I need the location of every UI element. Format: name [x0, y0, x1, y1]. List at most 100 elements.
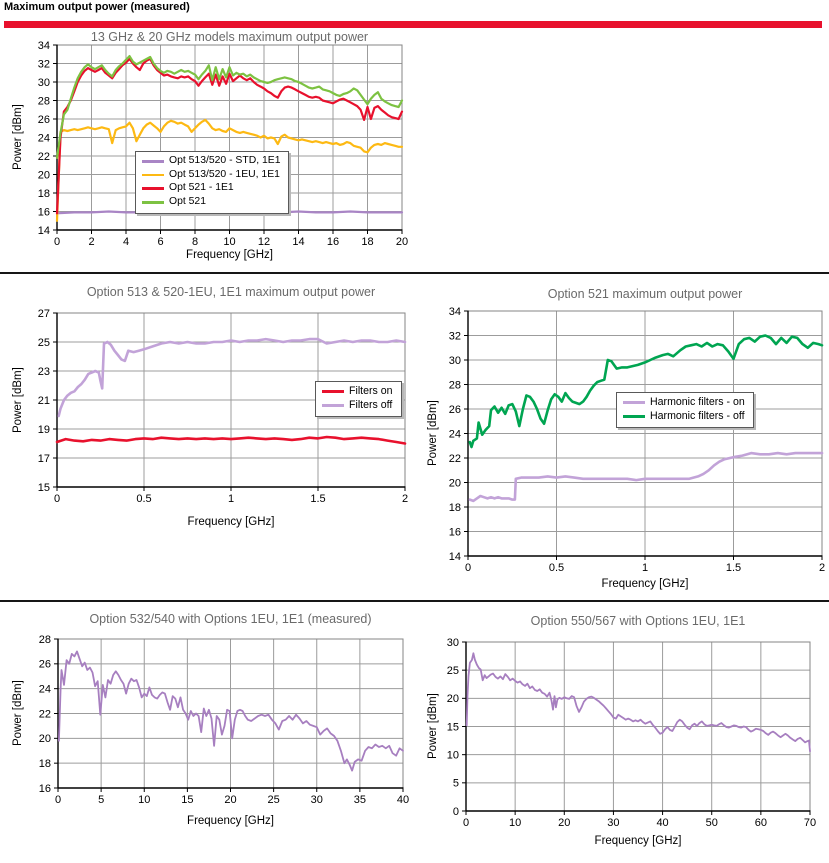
y-tick-label: 32: [38, 58, 50, 70]
legend-label: Opt 521 - 1E1: [169, 182, 234, 194]
y-tick-label: 30: [38, 77, 50, 89]
red-divider: [4, 21, 822, 28]
y-tick-label: 16: [39, 783, 51, 795]
plot-holder: 14 16 18 20 22 24 26 28 30 32 34 0 0.5 1 1.5 2: [425, 280, 829, 599]
x-tick-label: 0.5: [549, 562, 564, 574]
x-axis-label: Frequency [GHz]: [186, 249, 273, 261]
legend-swatch-icon: [322, 390, 344, 393]
series-opt-521: [55, 55, 404, 159]
x-tick-label: 0.5: [136, 493, 151, 505]
plot-area: 0 5 10 15 20 25 30 0 10 20 30 40 50 60 70: [447, 637, 816, 829]
chart-option-521: Option 521 maximum output power Power [d…: [425, 280, 829, 594]
plot-area: 16 18 20 22 24 26 28 0 5 10 15 20 25 30 35 40: [39, 634, 409, 806]
x-tick-label: 16: [327, 236, 339, 248]
legend-item: Filters on: [322, 385, 393, 398]
legend-item: Harmonic filters - off: [623, 410, 745, 423]
x-tick-label: 30: [311, 794, 323, 806]
y-tick-label: 19: [38, 424, 50, 436]
series-harmonic-filters-on: [468, 451, 824, 503]
y-tick-label: 22: [39, 708, 51, 720]
plot-holder: 15 17 19 21 23 25 27 0 0.5 1 1.5 2: [8, 280, 420, 543]
x-tick-label: 10: [223, 236, 235, 248]
y-tick-label: 16: [38, 206, 50, 218]
legend: Opt 513/520 - STD, 1E1 Opt 513/520 - 1EU,…: [135, 151, 290, 214]
legend-item: Opt 521: [142, 196, 280, 209]
y-tick-label: 0: [453, 806, 459, 818]
y-tick-label: 20: [38, 169, 50, 181]
y-tick-label: 28: [449, 379, 461, 391]
legend: Filters on Filters off: [315, 381, 402, 417]
page-title: Maximum output power (measured): [4, 1, 190, 13]
x-tick-label: 4: [123, 236, 129, 248]
y-tick-label: 18: [39, 758, 51, 770]
chart-title: Option 532/540 with Options 1EU, 1E1 (me…: [89, 612, 372, 626]
x-axis-label: Frequency [GHz]: [187, 815, 274, 827]
legend-swatch-icon: [142, 201, 164, 204]
x-tick-label: 60: [755, 817, 767, 829]
x-tick-label: 15: [181, 794, 193, 806]
legend-label: Filters off: [349, 398, 393, 411]
legend-label: Opt 513/520 - STD, 1E1: [169, 155, 281, 166]
legend-swatch-icon: [142, 187, 164, 191]
y-tick-label: 20: [447, 693, 459, 705]
legend-swatch-icon: [142, 173, 164, 177]
x-axis-label: Frequency [GHz]: [187, 516, 275, 528]
x-axis-label: Frequency [GHz]: [601, 578, 689, 590]
series-filters-on: [55, 435, 407, 445]
y-tick-label: 28: [38, 95, 50, 107]
legend-swatch-icon: [623, 415, 645, 418]
x-tick-label: 18: [361, 236, 373, 248]
chart-title: 13 GHz & 20 GHz models maximum output po…: [90, 30, 369, 44]
y-tick-label: 10: [447, 749, 459, 761]
y-tick-label: 18: [449, 502, 461, 514]
legend-label: Opt 521: [169, 196, 206, 208]
y-tick-label: 34: [38, 40, 50, 52]
plot-holder: 16 18 20 22 24 26 28 0 5 10 15 20 25 30 35 40: [8, 606, 414, 861]
y-tick-label: 15: [447, 721, 459, 733]
y-tick-label: 27: [38, 308, 50, 320]
series-opt-532-540-output-power: [58, 650, 404, 772]
legend-label: Filters on: [349, 385, 393, 397]
plot-area: 14 16 18 20 22 24 26 28 30 32 34 0 0.5 1 1.5 2: [449, 306, 825, 574]
legend-label: Harmonic filters - off: [650, 409, 745, 422]
x-tick-label: 1: [228, 493, 234, 505]
y-tick-label: 17: [38, 453, 50, 465]
chart-option-532-540: Option 532/540 with Options 1EU, 1E1 (me…: [8, 606, 414, 856]
y-tick-label: 30: [447, 637, 459, 649]
y-tick-label: 23: [38, 366, 50, 378]
legend: Harmonic filters - on Harmonic filters - …: [616, 392, 754, 428]
x-tick-label: 40: [656, 817, 668, 829]
x-tick-label: 0: [54, 236, 60, 248]
x-tick-label: 0: [465, 562, 471, 574]
x-tick-label: 35: [354, 794, 366, 806]
x-tick-label: 12: [258, 236, 270, 248]
y-tick-label: 26: [39, 659, 51, 671]
series-filters-off: [57, 337, 407, 418]
chart-title: Option 550/567 with Options 1EU, 1E1: [530, 614, 746, 628]
y-tick-label: 25: [38, 337, 50, 349]
y-tick-label: 26: [449, 404, 461, 416]
series-opt-521-1e1: [55, 57, 404, 215]
legend-item: Opt 513/520 - STD, 1E1: [142, 155, 280, 168]
y-tick-label: 34: [449, 306, 461, 318]
y-tick-label: 21: [38, 395, 50, 407]
chart-option-550-567: Option 550/567 with Options 1EU, 1E1 Pow…: [425, 606, 829, 858]
y-tick-label: 25: [447, 665, 459, 677]
x-tick-label: 1.5: [310, 493, 325, 505]
legend-swatch-icon: [322, 404, 344, 407]
plot-holder: 0 5 10 15 20 25 30 0 10 20 30 40 50 60 70: [425, 606, 829, 863]
x-tick-label: 2: [88, 236, 94, 248]
y-tick-label: 15: [38, 482, 50, 494]
x-tick-label: 0: [463, 817, 469, 829]
x-tick-label: 10: [509, 817, 521, 829]
legend-item: Opt 521 - 1E1: [142, 182, 280, 195]
y-tick-label: 32: [449, 330, 461, 342]
x-tick-label: 14: [292, 236, 304, 248]
y-tick-label: 20: [449, 477, 461, 489]
x-axis-label: Frequency [GHz]: [594, 835, 682, 847]
y-tick-label: 28: [39, 634, 51, 646]
y-tick-label: 24: [38, 132, 50, 144]
x-tick-label: 2: [819, 562, 825, 574]
